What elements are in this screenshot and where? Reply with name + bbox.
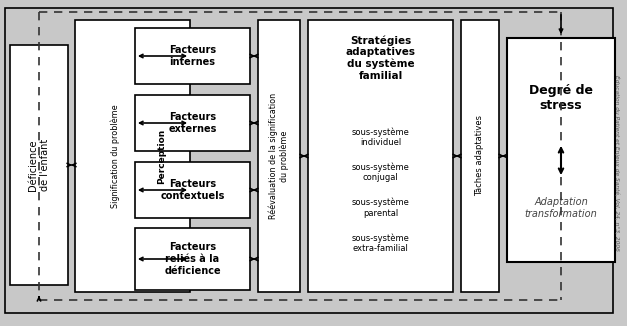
Bar bbox=[135, 95, 250, 151]
Text: Facteurs
externes: Facteurs externes bbox=[168, 112, 217, 134]
Bar bbox=[507, 38, 615, 262]
Text: Stratégies
adaptatives
du système
familial: Stratégies adaptatives du système famili… bbox=[345, 35, 416, 81]
Text: Tâches adaptatives: Tâches adaptatives bbox=[475, 115, 485, 197]
Text: sous-système
conjugal: sous-système conjugal bbox=[352, 162, 409, 182]
Bar bbox=[135, 28, 250, 84]
Text: sous-système
parental: sous-système parental bbox=[352, 198, 409, 218]
Text: Déficience
de l'enfant: Déficience de l'enfant bbox=[28, 139, 50, 191]
Bar bbox=[75, 20, 190, 292]
Text: sous-système
extra-familial: sous-système extra-familial bbox=[352, 233, 409, 253]
Bar bbox=[135, 162, 250, 218]
Text: Facteurs
reliés à la
déficience: Facteurs reliés à la déficience bbox=[164, 243, 221, 275]
Text: Facteurs
internes: Facteurs internes bbox=[169, 45, 216, 67]
Text: Signification du problème: Signification du problème bbox=[110, 104, 120, 208]
Bar bbox=[258, 20, 300, 292]
Text: Adaptation
transformation: Adaptation transformation bbox=[525, 197, 598, 219]
Text: Éducation du Patient et Enjeux de Santé, Vol. 24, n°3, 2006: Éducation du Patient et Enjeux de Santé,… bbox=[614, 75, 620, 251]
Bar bbox=[10, 45, 68, 285]
Text: sous-système
individuel: sous-système individuel bbox=[352, 127, 409, 147]
Text: Facteurs
contextuels: Facteurs contextuels bbox=[161, 179, 224, 201]
Text: Degré de
stress: Degré de stress bbox=[529, 84, 593, 112]
Text: Perception: Perception bbox=[157, 128, 166, 184]
Bar bbox=[308, 20, 453, 292]
Bar bbox=[135, 228, 250, 290]
Bar bbox=[461, 20, 499, 292]
Text: Réévaluation de la signification
du problème: Réévaluation de la signification du prob… bbox=[269, 93, 289, 219]
